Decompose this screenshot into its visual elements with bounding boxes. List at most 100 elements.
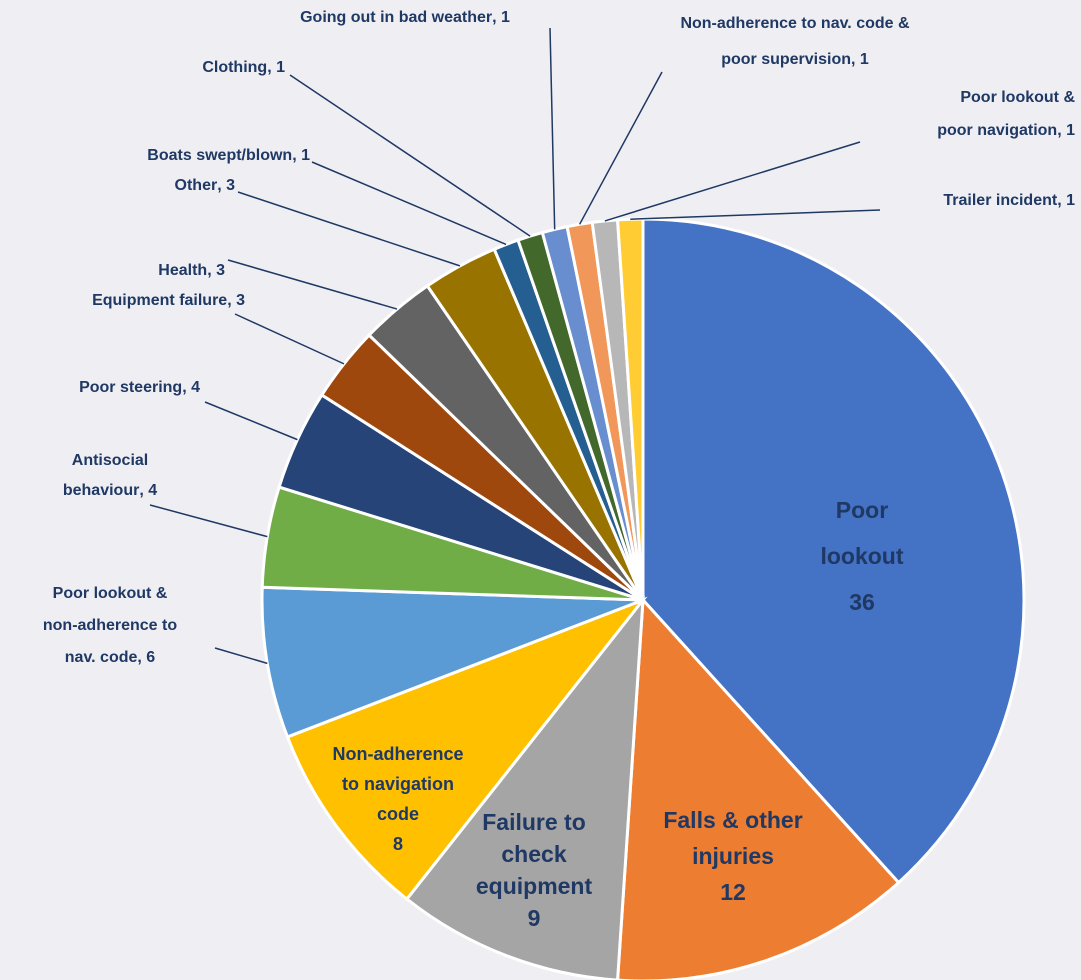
value: 4	[148, 482, 157, 499]
category-label: Poor lookout & poor navigation	[937, 89, 1075, 139]
data-label: Clothing, 1	[202, 59, 531, 237]
separator: ,	[137, 649, 146, 666]
separator: ,	[1057, 122, 1066, 139]
slices	[260, 217, 1026, 980]
label-line: Health	[158, 262, 207, 279]
separator: ,	[492, 9, 501, 26]
label-line: nav. code	[65, 649, 138, 666]
value-label: , 1	[1057, 122, 1075, 139]
separator: ,	[851, 51, 860, 68]
category-label: Boats swept/blown	[147, 147, 292, 164]
leader-line	[604, 141, 861, 222]
leader-line	[234, 313, 345, 365]
label-line: Other	[175, 177, 218, 194]
leader-line	[630, 209, 881, 220]
value: 1	[276, 59, 285, 76]
value: 1	[1066, 122, 1075, 139]
label-line: code	[377, 804, 419, 824]
data-label: Poor lookout & poor navigation, 1	[604, 89, 1075, 222]
category-label: Poor lookout & non-adherence to nav. code	[43, 585, 177, 666]
label-line: behaviour	[63, 482, 139, 499]
data-label: Non-adherence to nav. code & poor supervi…	[578, 15, 910, 225]
value: 6	[146, 649, 155, 666]
data-label: Health, 3	[158, 259, 398, 310]
label-line: Non-adherence	[332, 744, 463, 764]
value-label: , 4	[139, 482, 157, 499]
category-label: Health	[158, 262, 207, 279]
leader-line	[149, 504, 268, 538]
data-label: Non-adherence to navigation code 8	[332, 744, 463, 854]
data-label: Poor lookout 36	[820, 497, 903, 615]
separator: ,	[182, 379, 191, 396]
separator: ,	[227, 292, 236, 309]
value-label: , 6	[137, 649, 155, 666]
value: 1	[1066, 192, 1075, 209]
label-line: Failure to	[482, 809, 586, 835]
label-line: Falls & other	[663, 807, 802, 833]
label-line: Poor	[836, 497, 888, 523]
category-label: Equipment failure	[92, 292, 227, 309]
label-line: poor navigation	[937, 122, 1057, 139]
label-line: Antisocial	[72, 452, 148, 469]
value-label: , 1	[267, 59, 285, 76]
value-label: , 1	[1057, 192, 1075, 209]
data-label: Boats swept/blown, 1	[147, 147, 507, 246]
data-label: Trailer incident, 1	[630, 192, 1075, 220]
category-label: Going out in bad weather	[300, 9, 492, 26]
separator: ,	[139, 482, 148, 499]
label-line: poor supervision	[721, 51, 851, 68]
label-line: Going out in bad weather	[300, 9, 492, 26]
separator: ,	[217, 177, 226, 194]
value-label: , 1	[292, 147, 310, 164]
label-line: equipment	[476, 873, 593, 899]
separator: ,	[267, 59, 276, 76]
leader-line	[237, 191, 461, 267]
label-line: Boats swept/blown	[147, 147, 292, 164]
value: 4	[191, 379, 200, 396]
label-line: Trailer incident	[943, 192, 1057, 209]
value-label: 9	[528, 905, 541, 931]
value: 8	[393, 834, 403, 854]
label-line: lookout	[820, 543, 903, 569]
category-label: Failure to check equipment	[476, 809, 593, 899]
value-label: , 3	[217, 177, 235, 194]
value: 1	[860, 51, 869, 68]
category-label: Trailer incident	[943, 192, 1057, 209]
leader-line	[204, 401, 298, 441]
separator: ,	[1057, 192, 1066, 209]
label-line: Clothing	[202, 59, 267, 76]
value-label: , 3	[227, 292, 245, 309]
value: 3	[236, 292, 245, 309]
label-line: injuries	[692, 843, 774, 869]
label-line: Poor lookout &	[53, 585, 168, 602]
pie-slice	[616, 596, 901, 980]
leader-line	[578, 71, 663, 225]
pie-slice	[285, 596, 648, 902]
separator: ,	[207, 262, 216, 279]
category-label: Antisocial behaviour	[63, 452, 148, 499]
pie-slice	[260, 585, 644, 739]
value-label: 8	[393, 834, 403, 854]
data-label: Antisocial behaviour, 4	[63, 452, 268, 538]
category-label: Poor lookout	[820, 497, 903, 569]
data-label: Equipment failure, 3	[92, 292, 345, 365]
data-label: Falls & other injuries 12	[663, 807, 802, 905]
label-line: check	[501, 841, 566, 867]
label-line: Poor lookout &	[960, 89, 1075, 106]
label-line: non-adherence to	[43, 617, 177, 634]
category-label: Non-adherence to nav. code & poor supervi…	[680, 15, 910, 68]
value-label: 36	[849, 589, 875, 615]
leader-line	[289, 74, 531, 237]
leader-line	[311, 161, 507, 246]
label-line: Poor steering	[79, 379, 182, 396]
value-label: , 1	[492, 9, 510, 26]
leader-line	[214, 647, 268, 665]
category-label: Poor steering	[79, 379, 182, 396]
data-label: Other, 3	[175, 177, 461, 267]
label-line: to navigation	[342, 774, 454, 794]
value: 12	[720, 879, 746, 905]
value: 3	[226, 177, 235, 194]
data-label: Poor lookout & non-adherence to nav. code,…	[43, 585, 268, 666]
